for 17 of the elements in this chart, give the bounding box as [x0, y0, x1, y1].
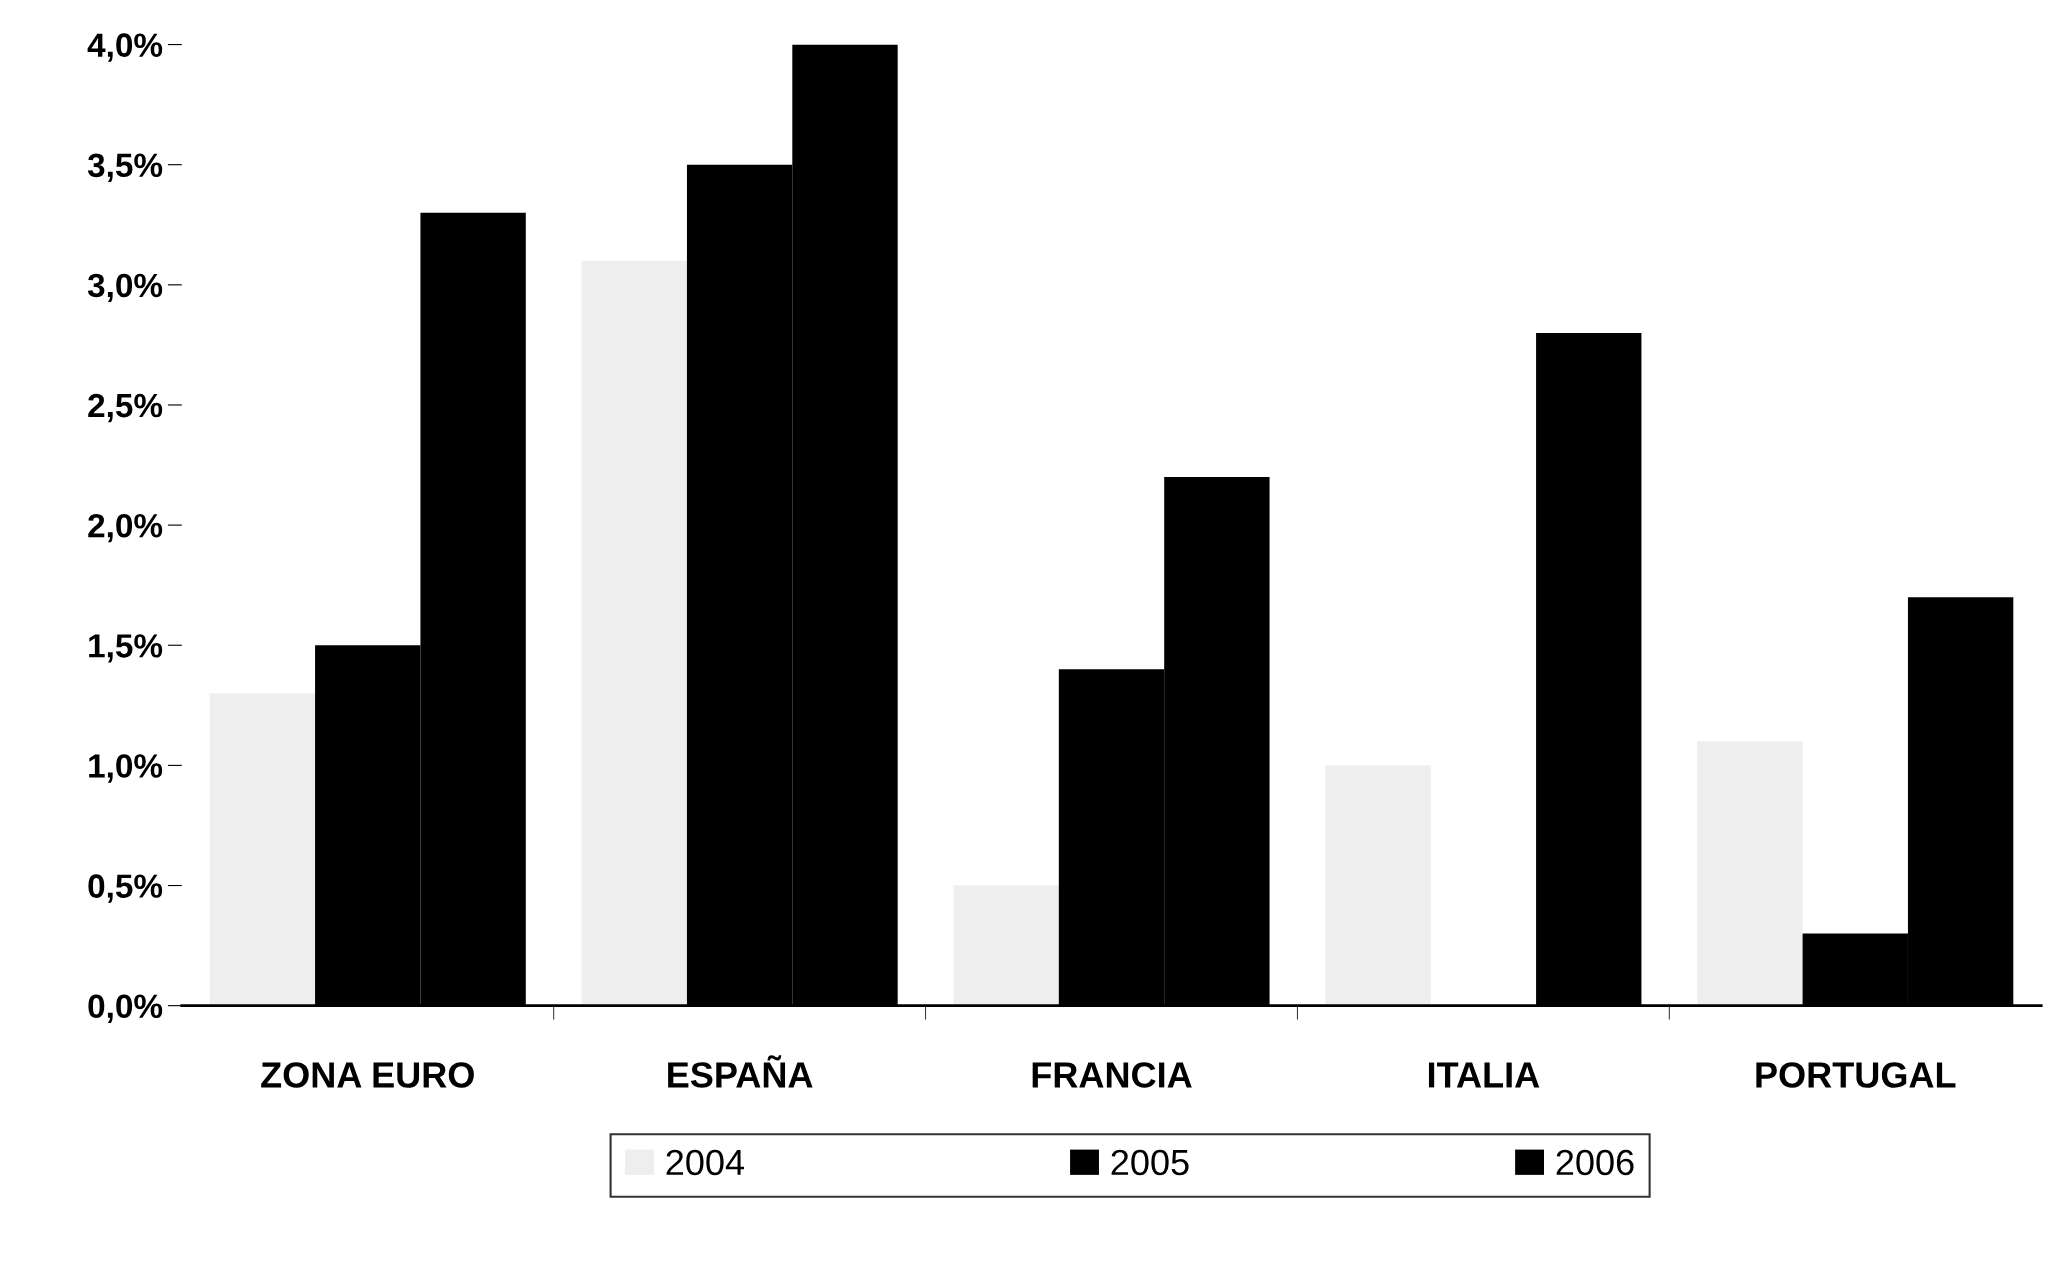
x-tick-label: PORTUGAL — [1756, 1062, 1956, 1088]
y-tick-label: 2,0% — [88, 513, 163, 543]
y-tick-label: 2,5% — [88, 393, 163, 423]
y-tick-label: 4,0% — [87, 33, 163, 62]
legend-label: 2004 — [666, 1149, 745, 1176]
y-tick-label: 1,5% — [89, 634, 163, 663]
x-tick-label: ZONA EURO — [261, 1062, 474, 1088]
x-tick-label: FRANCIA — [1032, 1062, 1192, 1088]
legend-label: 2006 — [1556, 1149, 1634, 1176]
y-tick-label: 3,5% — [87, 153, 163, 182]
y-tick-label: 3,0% — [87, 273, 163, 303]
x-tick-label: ITALIA — [1428, 1062, 1540, 1088]
y-tick-label: 1,0% — [89, 754, 163, 783]
legend-label: 2005 — [1111, 1149, 1189, 1176]
y-tick-label: 0,5% — [88, 874, 163, 903]
y-tick-label: 0,0% — [88, 994, 163, 1023]
x-tick-label: ESPAÑA — [668, 1055, 813, 1088]
